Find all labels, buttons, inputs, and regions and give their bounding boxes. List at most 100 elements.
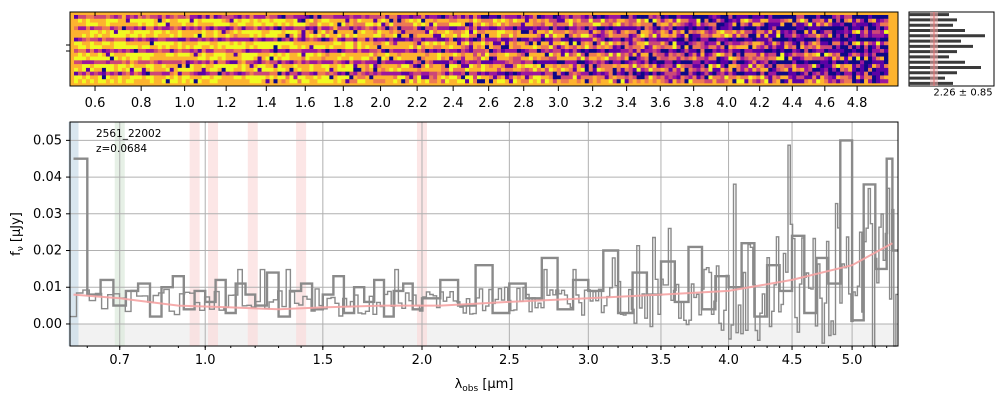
x-axis-label: λobs [μm]	[455, 377, 514, 394]
heatmap-cell	[477, 67, 482, 72]
heatmap-cell	[620, 33, 625, 38]
heatmap-cell	[820, 30, 825, 35]
heatmap-cell	[409, 56, 414, 61]
heatmap-cell	[664, 52, 669, 57]
heatmap-cell	[620, 15, 625, 20]
heatmap-cell	[624, 15, 629, 20]
heatmap-cell	[620, 67, 625, 72]
heatmap-cell	[365, 15, 370, 20]
heatmap-cell	[197, 41, 202, 46]
heatmap-cell	[564, 75, 570, 80]
heatmap-cell	[620, 60, 625, 65]
heatmap-cell	[301, 56, 306, 61]
heatmap-cell	[840, 67, 845, 72]
heatmap-cell	[744, 26, 749, 31]
heatmap-cell	[201, 18, 206, 23]
heatmap-cell	[808, 75, 813, 80]
heatmap-cell	[337, 64, 342, 69]
heatmap-cell	[784, 56, 789, 61]
heatmap-cell	[293, 56, 298, 61]
heatmap-cell	[257, 37, 262, 42]
heatmap-cell	[780, 15, 785, 20]
heatmap-cell	[676, 64, 681, 69]
heatmap-cell	[457, 22, 462, 27]
heatmap-cell	[712, 26, 717, 31]
heatmap-cell	[201, 15, 206, 20]
heatmap-cell	[708, 56, 713, 61]
heatmap-cell	[337, 33, 342, 38]
heatmap-cell	[193, 79, 198, 84]
heatmap-cell	[277, 67, 282, 72]
heatmap-cell	[229, 18, 234, 23]
heatmap-cell	[620, 30, 625, 35]
heatmap-cell	[153, 22, 159, 27]
heatmap-cell	[504, 26, 510, 31]
heatmap-cell	[824, 79, 829, 84]
heatmap-cell	[668, 56, 673, 61]
heatmap-cell	[676, 30, 681, 35]
heatmap-cell	[864, 67, 869, 72]
heatmap-cell	[185, 26, 191, 31]
heatmap-cell	[421, 67, 426, 72]
heatmap-cell	[656, 71, 661, 76]
heatmap-cell	[872, 26, 877, 31]
heatmap-cell	[217, 37, 222, 42]
heatmap-cell	[197, 52, 202, 57]
heatmap-cell	[696, 71, 701, 76]
heatmap-cell	[808, 67, 813, 72]
heatmap-cell	[848, 15, 853, 20]
heatmap-cell	[121, 18, 127, 23]
heatmap-cell	[445, 75, 450, 80]
heatmap-cell	[568, 30, 574, 35]
heatmap-cell	[305, 33, 310, 38]
heatmap-cell	[716, 37, 721, 42]
heatmap-cell	[828, 56, 833, 61]
heatmap-cell	[780, 52, 785, 57]
heatmap-cell	[652, 56, 657, 61]
heatmap-cell	[780, 75, 785, 80]
heatmap-cell	[149, 67, 155, 72]
heatmap-cell	[169, 56, 175, 61]
heatmap-cell	[157, 15, 163, 20]
heatmap-cell	[804, 67, 809, 72]
heatmap-cell	[257, 26, 262, 31]
heatmap-cell	[680, 26, 685, 31]
heatmap-cell	[93, 41, 99, 46]
heatmap-cell	[325, 15, 330, 20]
heatmap-cell	[325, 56, 330, 61]
heatmap-cell	[852, 26, 857, 31]
heatmap-cell	[201, 60, 206, 65]
heatmap-cell	[137, 52, 143, 57]
heatmap-cell	[281, 45, 286, 50]
heatmap-cell	[616, 15, 621, 20]
heatmap-cell	[728, 41, 733, 46]
heatmap-cell	[341, 56, 346, 61]
heatmap-cell	[788, 56, 793, 61]
heatmap-cell	[145, 45, 151, 50]
heatmap-cell	[792, 67, 797, 72]
heatmap-cell	[205, 75, 210, 80]
heatmap-cell	[481, 30, 486, 35]
heatmap-cell	[876, 15, 881, 20]
heatmap-cell	[856, 37, 861, 42]
heatmap-cell	[500, 45, 506, 50]
heatmap-cell	[473, 79, 478, 84]
heatmap-cell	[544, 37, 550, 42]
heatmap-cell	[341, 33, 346, 38]
heatmap-cell	[756, 49, 761, 54]
heatmap-cell	[305, 79, 310, 84]
heatmap-cell	[712, 71, 717, 76]
heatmap-cell	[465, 41, 470, 46]
heatmap-cell	[397, 56, 402, 61]
heatmap-cell	[145, 41, 151, 46]
heatmap-cell	[157, 67, 163, 72]
heatmap-cell	[477, 37, 482, 42]
heatmap-cell	[736, 71, 741, 76]
heatmap-cell	[101, 30, 107, 35]
heatmap-cell	[201, 71, 206, 76]
heatmap-cell	[473, 64, 478, 69]
heatmap-cell	[117, 37, 123, 42]
heatmap-cell	[784, 67, 789, 72]
heatmap-cell	[309, 67, 314, 72]
heatmap-cell	[772, 67, 777, 72]
